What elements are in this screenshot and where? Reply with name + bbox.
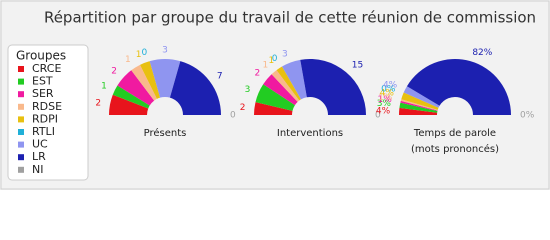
value-label: 3%	[377, 99, 392, 109]
value-label: 4%	[383, 81, 398, 91]
slice	[112, 85, 150, 109]
value-label: 1	[262, 61, 268, 71]
value-label: 2	[240, 103, 246, 113]
slice	[400, 100, 438, 112]
value-label: 15	[352, 61, 363, 71]
slice	[117, 70, 155, 106]
value-label: 1	[136, 50, 142, 60]
legend-swatch	[18, 103, 24, 110]
legend-swatch	[18, 141, 24, 148]
legend-label: UC	[32, 138, 48, 151]
slice	[254, 102, 293, 115]
value-label: 1	[101, 82, 107, 92]
slice	[263, 74, 298, 106]
value-label: 0	[272, 54, 278, 64]
legend-label: SER	[32, 87, 54, 100]
value-label: 3	[282, 49, 288, 59]
legend-label: RDPI	[32, 112, 58, 125]
value-label: 0%	[520, 111, 535, 121]
pie-title: Interventions	[276, 128, 344, 139]
legend-swatch	[18, 66, 24, 72]
legend-label: LR	[32, 150, 46, 163]
slice	[406, 59, 511, 115]
page: Répartition par groupe du travail de cet…	[0, 0, 550, 190]
value-label: 1	[125, 55, 131, 65]
slice	[169, 61, 221, 115]
value-label: 0%	[381, 84, 396, 94]
slice	[399, 102, 438, 113]
slice	[271, 70, 300, 102]
value-label: 4%	[376, 106, 391, 116]
value-label: 0	[230, 111, 236, 121]
legend-label: CRCE	[32, 62, 61, 75]
legend-label: RDSE	[32, 100, 62, 113]
value-label: 2	[95, 99, 101, 109]
legend-swatch	[18, 166, 24, 173]
value-label: 82%	[472, 48, 492, 58]
slice	[400, 99, 438, 111]
slice	[149, 59, 181, 98]
value-label: 1%	[378, 93, 393, 103]
legend-swatch	[18, 129, 24, 135]
slice	[255, 84, 295, 111]
slice	[276, 66, 301, 101]
legend-label: NI	[32, 163, 43, 176]
legend-title: Groupes	[16, 49, 66, 63]
legend-label: EST	[32, 75, 53, 88]
slice	[403, 86, 440, 108]
legend-label: RTLI	[32, 125, 55, 138]
value-label: 0	[375, 111, 381, 121]
value-label: 1	[269, 56, 275, 66]
legend-swatch	[18, 116, 24, 123]
slice	[401, 92, 439, 110]
slice	[300, 58, 366, 115]
value-label: 2	[111, 67, 117, 77]
legend-swatch	[18, 78, 24, 85]
value-label: 1%	[378, 95, 393, 105]
chart: Répartition par groupe du travail de cet…	[0, 0, 550, 190]
value-label: 3	[245, 85, 251, 95]
value-label: 2	[254, 69, 260, 79]
slice	[109, 94, 149, 115]
pie-title: Temps de parole (mots prononcés)	[411, 128, 499, 155]
value-label: 0	[141, 48, 147, 58]
legend-swatch	[18, 154, 24, 161]
slice	[399, 107, 438, 115]
pie-title: Présents	[143, 128, 187, 139]
legend-swatch	[18, 91, 24, 98]
value-label: 4%	[380, 88, 395, 98]
value-label: 7	[217, 71, 223, 81]
chart-title: Répartition par groupe du travail de cet…	[44, 9, 536, 27]
legend-box	[7, 44, 89, 181]
value-label: 3	[162, 46, 168, 56]
slice	[140, 61, 161, 99]
slice	[282, 59, 307, 100]
slice	[131, 64, 157, 101]
